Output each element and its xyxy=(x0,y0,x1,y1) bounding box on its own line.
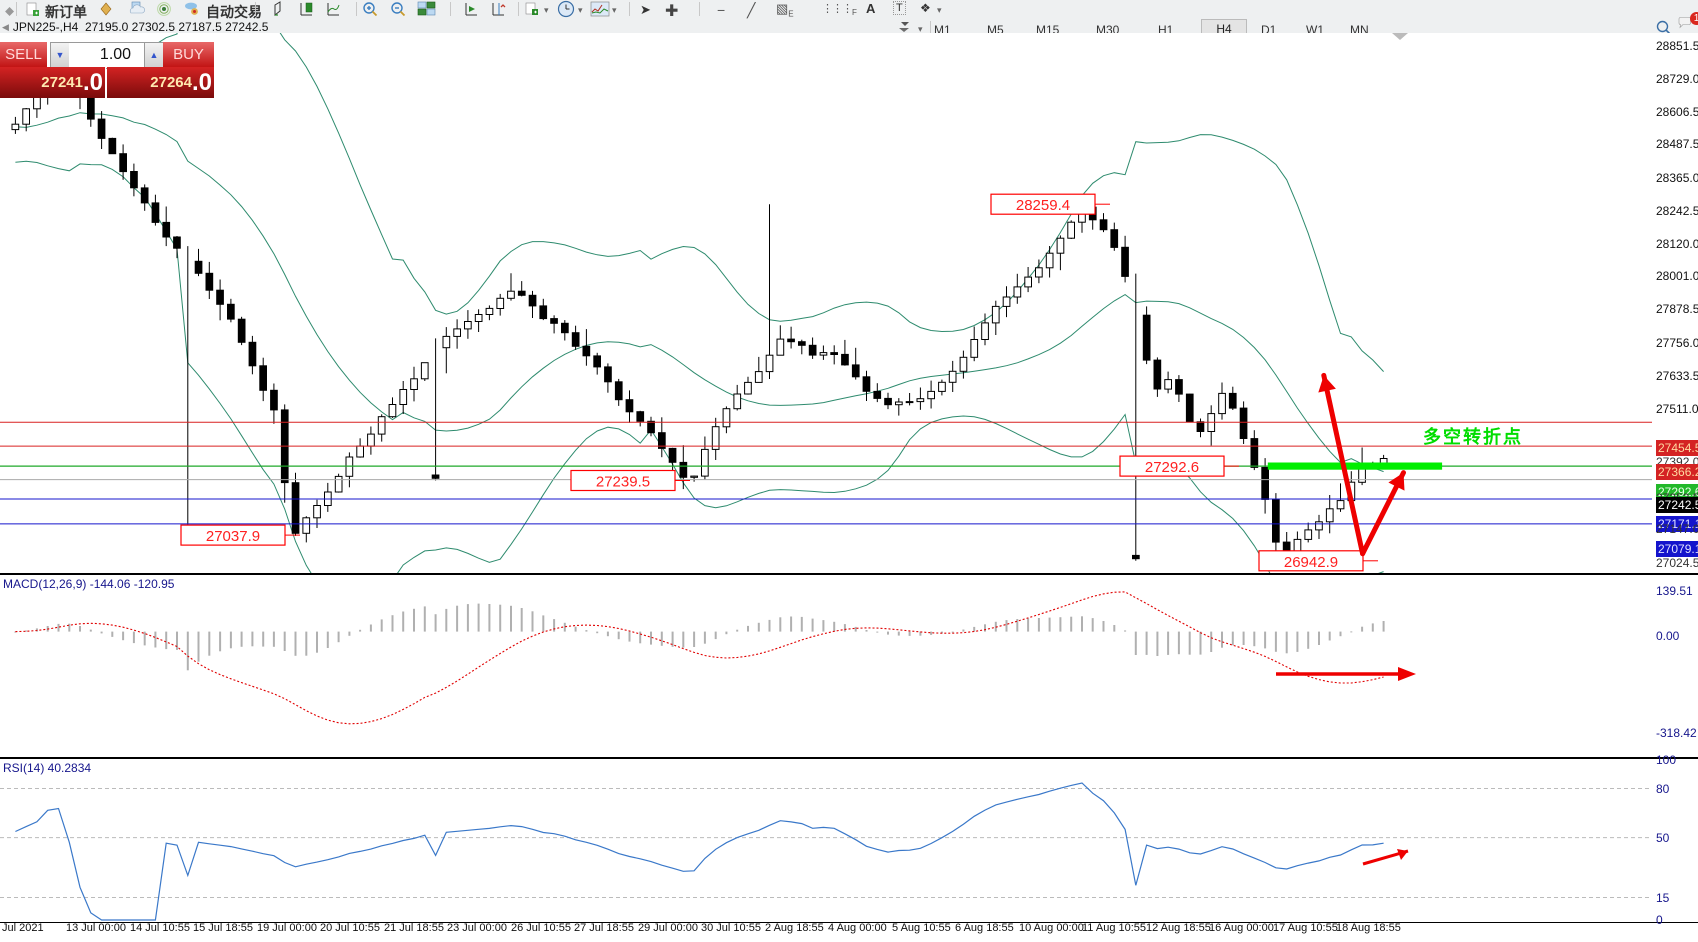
svg-text:27239.5: 27239.5 xyxy=(596,474,650,491)
svg-text:27292.6: 27292.6 xyxy=(1145,459,1199,476)
svg-text:26942.9: 26942.9 xyxy=(1284,554,1338,571)
svg-text:27037.9: 27037.9 xyxy=(206,528,260,545)
svg-text:28259.4: 28259.4 xyxy=(1016,197,1070,214)
